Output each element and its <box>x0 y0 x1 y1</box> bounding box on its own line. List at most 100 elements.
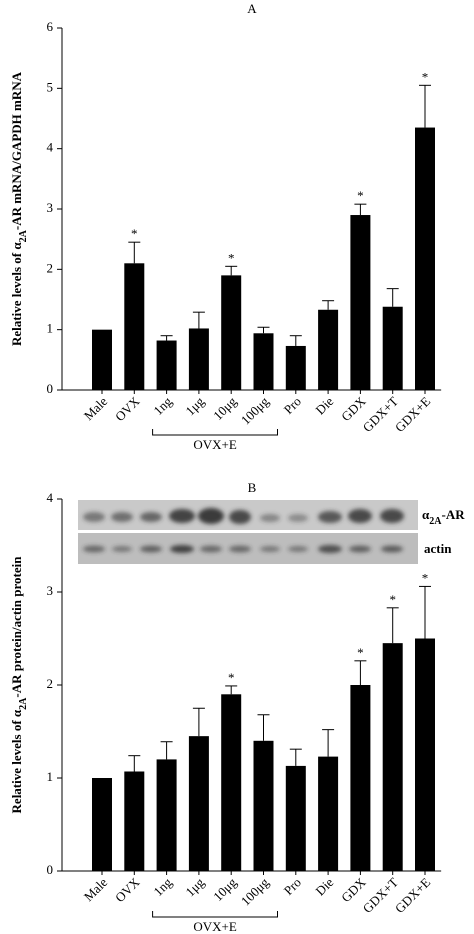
label-part: 2A <box>18 697 29 710</box>
bar <box>285 765 306 871</box>
group-label: OVX+E <box>193 437 236 452</box>
blot-label: α2A-AR <box>422 507 465 527</box>
y-tick-label: 2 <box>47 260 54 275</box>
significance-mark: * <box>228 670 235 685</box>
y-tick-label: 4 <box>47 490 54 505</box>
x-tick-label: GDX+E <box>392 875 433 916</box>
label-part: 2A <box>429 516 442 527</box>
group-bracket <box>152 429 278 436</box>
significance-mark: * <box>357 188 364 203</box>
bar <box>318 756 339 871</box>
significance-mark: * <box>422 570 429 585</box>
x-tick-label: Die <box>312 393 336 417</box>
error-bar <box>128 755 141 772</box>
bar <box>92 778 112 871</box>
bar <box>350 685 371 871</box>
bar <box>382 643 403 871</box>
error-bar <box>160 335 173 341</box>
bar <box>188 328 209 390</box>
bar <box>253 333 274 390</box>
y-tick-label: 0 <box>47 862 54 877</box>
group-label: OVX+E <box>193 919 236 934</box>
bar <box>156 340 177 390</box>
x-tick-label: 1ng <box>150 874 175 899</box>
error-bar <box>386 607 399 644</box>
y-tick-label: 4 <box>47 140 54 155</box>
x-tick-label: 1μg <box>182 393 207 418</box>
error-bar <box>257 326 270 334</box>
x-tick-label: GDX+T <box>360 394 401 435</box>
bar <box>156 759 177 871</box>
bar <box>124 263 145 390</box>
x-tick-label: 1ng <box>150 393 175 418</box>
error-bar <box>354 660 367 685</box>
x-tick-label: Pro <box>281 875 304 898</box>
label-part: -AR <box>442 507 466 522</box>
y-tick-label: 1 <box>47 769 54 784</box>
y-axis-label: Relative levels of α2A-AR protein/actin … <box>9 556 29 814</box>
label-part: Relative levels of α <box>9 709 24 813</box>
label-part: -AR protein/actin protein <box>9 556 24 698</box>
x-tick-label: 10μg <box>210 393 240 423</box>
bar <box>124 771 145 871</box>
bar <box>318 309 339 390</box>
error-bar <box>128 241 141 264</box>
bar <box>221 275 242 390</box>
y-tick-label: 3 <box>47 200 54 215</box>
western-blot <box>78 500 418 564</box>
error-bar <box>322 729 335 757</box>
x-tick-label: GDX+E <box>392 394 433 435</box>
significance-mark: * <box>357 645 364 660</box>
significance-mark: * <box>131 226 138 241</box>
label-part: 2A <box>18 229 29 242</box>
error-bar <box>192 311 205 329</box>
bar <box>415 127 435 391</box>
label-part: -AR mRNA/GAPDH mRNA <box>9 71 24 230</box>
x-tick-label: GDX+T <box>360 875 401 916</box>
blot-bands <box>83 508 404 553</box>
error-bar <box>192 707 205 737</box>
error-bar <box>160 741 173 760</box>
error-bar <box>386 288 399 307</box>
x-tick-label: OVX <box>112 393 143 424</box>
x-tick-label: 10μg <box>210 874 240 904</box>
bar <box>92 329 112 390</box>
error-bar <box>289 335 302 346</box>
x-tick-label: 100μg <box>238 874 272 908</box>
error-bar <box>419 84 431 128</box>
x-tick-label: Pro <box>281 394 304 417</box>
label-part: Relative levels of α <box>9 242 24 346</box>
y-tick-label: 0 <box>47 381 54 396</box>
blot-label: actin <box>424 541 452 556</box>
y-tick-label: 3 <box>47 583 54 598</box>
error-bar <box>257 714 270 741</box>
group-bracket <box>152 911 278 918</box>
y-tick-label: 5 <box>47 79 54 94</box>
error-bar <box>322 300 335 310</box>
x-tick-label: OVX <box>112 874 143 905</box>
bar <box>350 215 371 390</box>
x-tick-label: Male <box>81 393 111 423</box>
y-tick-label: 6 <box>47 19 54 34</box>
x-tick-label: 100μg <box>238 393 272 427</box>
significance-mark: * <box>389 592 396 607</box>
chart-title: B <box>248 480 257 495</box>
x-tick-label: Male <box>81 874 111 904</box>
bar <box>415 638 435 871</box>
significance-mark: * <box>422 69 429 84</box>
y-tick-label: 1 <box>47 321 54 336</box>
bar <box>285 345 306 390</box>
error-bar <box>354 203 367 216</box>
bar <box>221 694 242 871</box>
error-bar <box>225 685 238 695</box>
y-tick-label: 2 <box>47 676 54 691</box>
error-bar <box>225 265 238 276</box>
error-bar <box>419 585 431 639</box>
chart-title: A <box>247 1 257 16</box>
bar <box>382 306 403 390</box>
significance-mark: * <box>228 250 235 265</box>
x-tick-label: 1μg <box>182 874 207 899</box>
error-bar <box>289 748 302 766</box>
bar <box>253 740 274 871</box>
